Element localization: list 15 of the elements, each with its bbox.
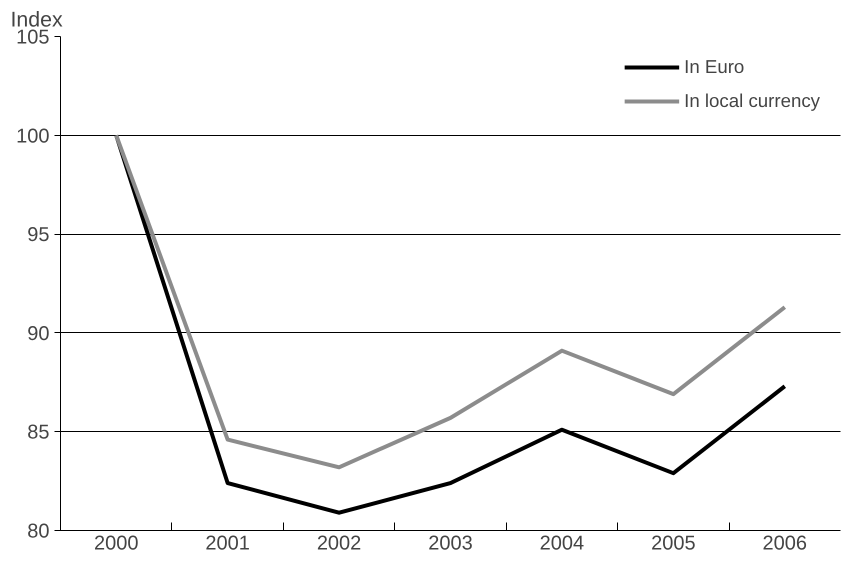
- y-tick-label: 80: [27, 520, 50, 542]
- x-tick-label: 2004: [540, 532, 584, 554]
- legend-label: In Euro: [684, 56, 744, 78]
- x-tick-label: 2006: [762, 532, 808, 554]
- y-tick-label: 95: [27, 224, 50, 246]
- x-tick-label: 2001: [205, 532, 250, 554]
- y-tick-label: 90: [27, 322, 50, 345]
- x-tick-label: 2003: [428, 532, 473, 554]
- x-tick-label: 2002: [316, 532, 362, 554]
- x-tick-label: 2005: [651, 532, 696, 554]
- y-tick-label: 85: [27, 422, 50, 444]
- y-tick-label: 105: [16, 26, 50, 48]
- legend-label: In local currency: [684, 90, 820, 112]
- y-tick-label: 100: [16, 125, 50, 148]
- x-tick-label: 2000: [94, 532, 138, 554]
